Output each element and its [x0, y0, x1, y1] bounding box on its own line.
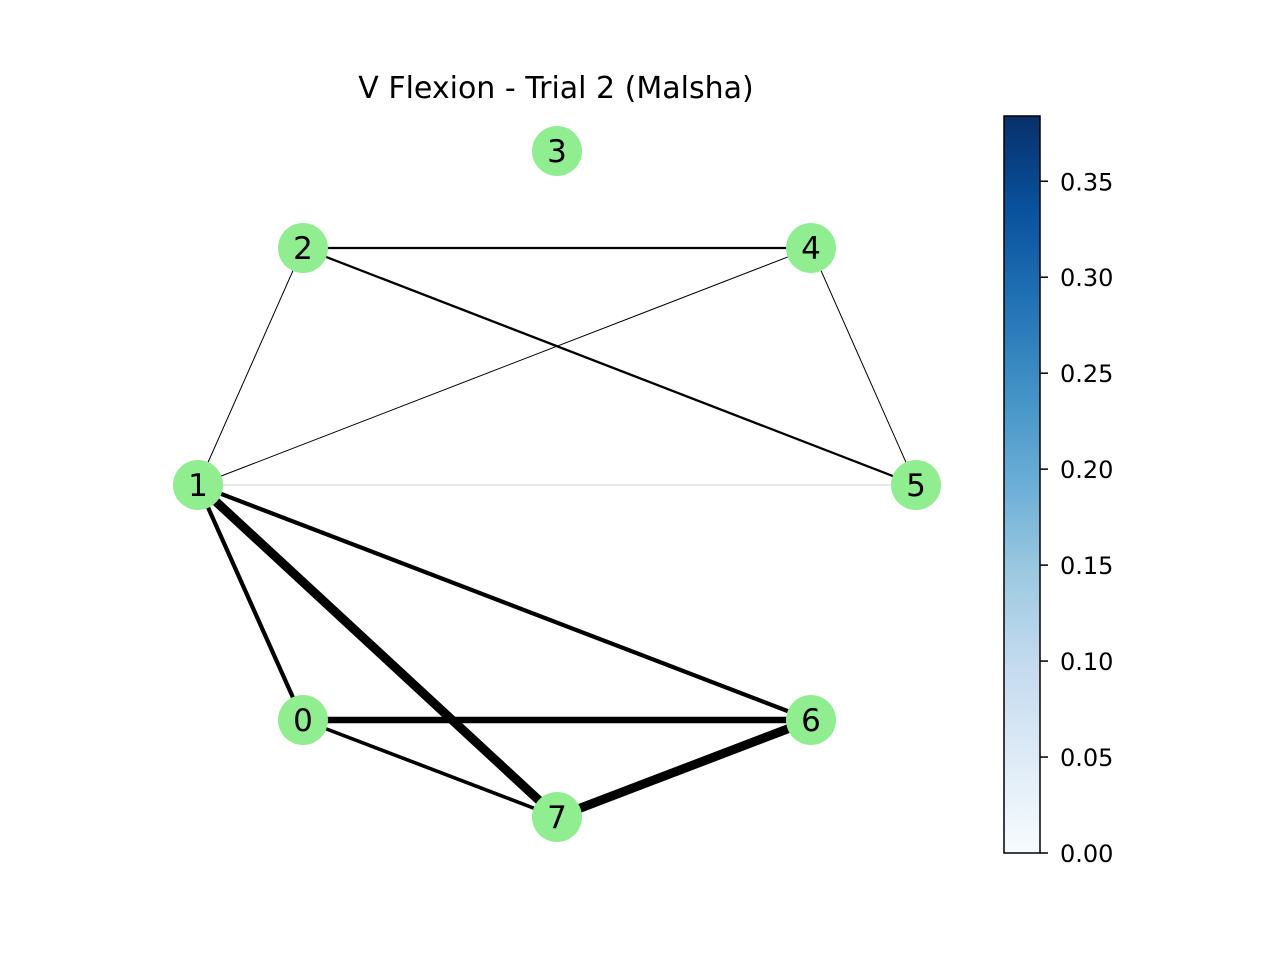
node-circle: [532, 792, 582, 842]
node-circle: [278, 223, 328, 273]
colorbar-tick-label: 0.00: [1060, 840, 1113, 868]
node-circle: [278, 695, 328, 745]
node-label: 6: [801, 703, 821, 739]
edge-2-5: [302, 246, 917, 487]
chart-title: V Flexion - Trial 2 (Malsha): [358, 71, 753, 106]
edges-layer: [194, 246, 917, 822]
colorbar-tick-label: 0.35: [1060, 168, 1113, 196]
colorbar-tick-label: 0.25: [1060, 360, 1113, 388]
edge-7-6: [555, 715, 813, 822]
node-label: 1: [188, 468, 208, 504]
colorbar-tick-label: 0.10: [1060, 648, 1113, 676]
node-label: 3: [547, 134, 567, 170]
node-circle: [173, 460, 223, 510]
node-label: 2: [293, 231, 313, 267]
colorbar-tick-label: 0.30: [1060, 264, 1113, 292]
node-4: 4: [786, 223, 836, 273]
edge-1-0: [196, 484, 305, 721]
node-7: 7: [532, 792, 582, 842]
node-circle: [891, 460, 941, 510]
colorbar-frame: [1003, 115, 1041, 854]
edge-1-4: [197, 247, 812, 486]
node-circle: [786, 695, 836, 745]
colorbar-gradient: [1004, 116, 1040, 853]
edge-1-7: [194, 481, 561, 821]
colorbar-ticks: 0.00 0.05 0.10 0.15 0.20 0.25 0.30 0.35: [1040, 168, 1113, 868]
node-0: 0: [278, 695, 328, 745]
edge-1-6: [197, 483, 812, 722]
node-1: 1: [173, 460, 223, 510]
edge-4-5: [810, 247, 917, 486]
colorbar: 0.00 0.05 0.10 0.15 0.20 0.25 0.30 0.35: [1003, 115, 1113, 868]
node-circle: [786, 223, 836, 273]
node-label: 7: [547, 800, 567, 836]
edge-1-2: [197, 247, 304, 486]
node-circle: [532, 126, 582, 176]
node-6: 6: [786, 695, 836, 745]
node-label: 4: [801, 231, 821, 267]
colorbar-tick-label: 0.20: [1060, 456, 1113, 484]
nodes-layer: 0 1 2 3 4 5 6 7: [173, 126, 941, 842]
node-label: 0: [293, 703, 313, 739]
edge-0-7: [302, 718, 558, 819]
node-label: 5: [906, 468, 926, 504]
colorbar-tick-label: 0.15: [1060, 552, 1113, 580]
node-3: 3: [532, 126, 582, 176]
colorbar-tick-label: 0.05: [1060, 744, 1113, 772]
node-5: 5: [891, 460, 941, 510]
node-2: 2: [278, 223, 328, 273]
